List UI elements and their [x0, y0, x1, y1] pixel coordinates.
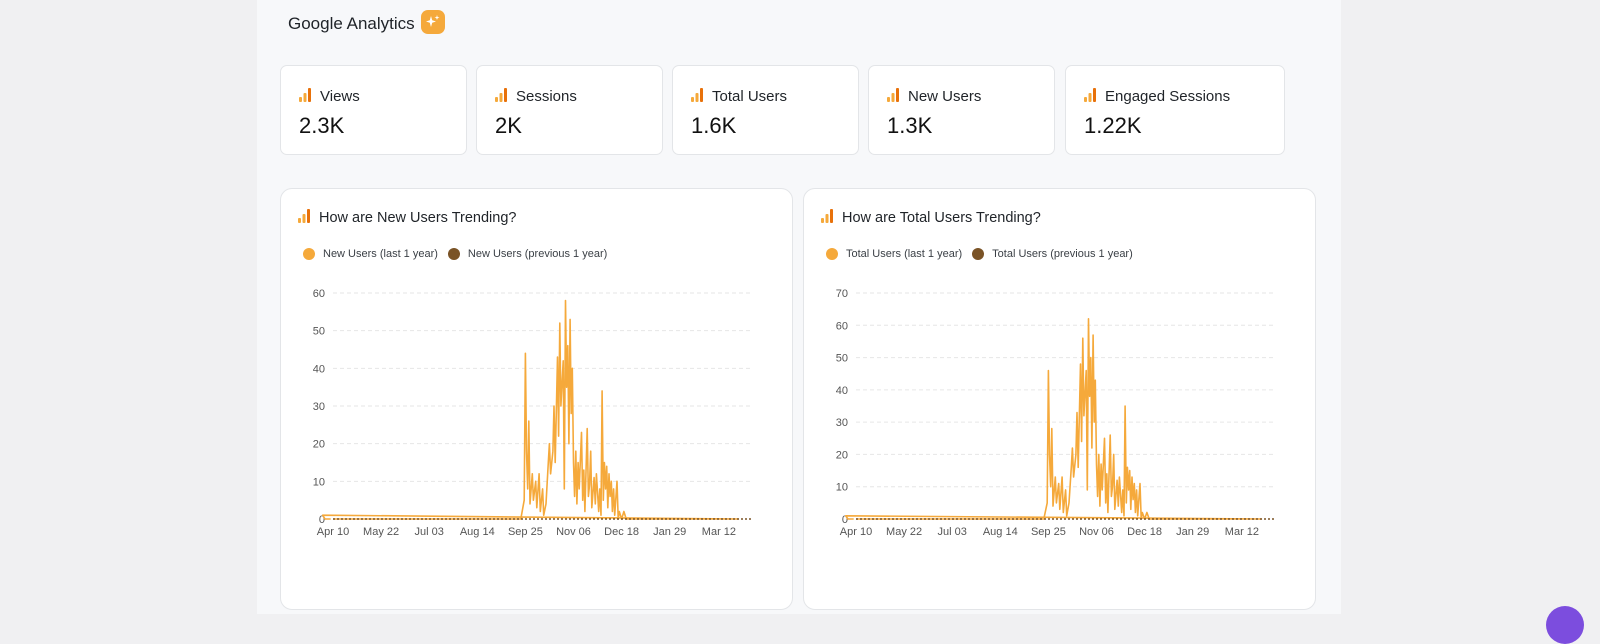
x-tick-label: May 22 — [886, 526, 922, 538]
new-users-line-chart: 0 10 20 30 40 50 60 Apr 10 May 22 Jul 03 Aug 14 Sep… — [313, 288, 751, 538]
metric-label: Sessions — [516, 88, 577, 105]
metric-label: Total Users — [712, 88, 788, 105]
x-tick-label: Sep 25 — [1031, 526, 1066, 538]
y-tick-label: 30 — [313, 401, 325, 413]
x-tick-label: Jul 03 — [938, 526, 967, 538]
x-tick-label: Mar 12 — [1225, 526, 1259, 538]
y-tick-label: 50 — [836, 353, 848, 365]
total-users-line-chart: 0 10 20 30 40 50 60 70 Apr 10 May 22 Jul 03 Aug 14 S… — [836, 288, 1274, 538]
series-line-last-year — [844, 318, 1263, 520]
y-tick-label: 50 — [313, 326, 325, 338]
legend-dot — [972, 248, 985, 260]
x-tick-label: Jan 29 — [1176, 526, 1209, 538]
x-tick-label: Sep 25 — [508, 526, 543, 538]
new-users-chart-card: How are New Users Trending? New Users (l… — [280, 188, 793, 610]
analytics-bars-icon — [887, 88, 899, 102]
y-tick-label: 30 — [836, 417, 848, 429]
analytics-bars-icon — [1084, 88, 1096, 102]
metric-label: Engaged Sessions — [1105, 88, 1231, 105]
y-tick-label: 60 — [836, 320, 848, 332]
y-tick-label: 70 — [836, 288, 848, 300]
total-users-chart-card: How are Total Users Trending? Total User… — [803, 188, 1316, 610]
legend-label: New Users (previous 1 year) — [467, 248, 608, 260]
legend-item-previous[interactable]: Total Users (previous 1 year) — [972, 248, 1133, 260]
x-tick-label: Jan 29 — [653, 526, 686, 538]
y-tick-label: 20 — [836, 449, 848, 461]
x-tick-label: Aug 14 — [983, 526, 1018, 538]
sparkle-icon — [426, 15, 440, 27]
metric-label: New Users — [908, 88, 982, 105]
legend-label: New Users (last 1 year) — [323, 248, 438, 260]
metric-value: 2.3K — [299, 113, 345, 138]
legend-item-previous[interactable]: New Users (previous 1 year) — [447, 248, 608, 260]
legend-dot — [826, 248, 838, 260]
metric-value: 1.22K — [1084, 113, 1142, 138]
analytics-bars-icon — [821, 209, 833, 223]
legend-dot — [303, 248, 315, 260]
chart-title: How are New Users Trending? — [319, 210, 517, 226]
metric-card-views[interactable]: Views 2.3K — [280, 65, 467, 155]
y-tick-label: 40 — [313, 363, 325, 375]
legend-label: Total Users (previous 1 year) — [992, 248, 1133, 260]
x-tick-label: Dec 18 — [604, 526, 639, 538]
analytics-bars-icon — [691, 88, 703, 102]
analytics-bars-icon — [495, 88, 507, 102]
x-tick-label: Dec 18 — [1127, 526, 1162, 538]
x-tick-label: Jul 03 — [415, 526, 444, 538]
x-tick-label: Mar 12 — [702, 526, 736, 538]
metric-value: 1.6K — [691, 113, 737, 138]
analytics-bars-icon — [299, 88, 311, 102]
x-tick-label: May 22 — [363, 526, 399, 538]
series-line-last-year — [321, 299, 740, 520]
x-tick-label: Apr 10 — [840, 526, 872, 538]
x-tick-label: Nov 06 — [1079, 526, 1114, 538]
y-tick-label: 10 — [836, 482, 848, 494]
chat-launcher-button[interactable] — [1546, 606, 1584, 644]
metric-card-total-users[interactable]: Total Users 1.6K — [672, 65, 859, 155]
metric-label: Views — [320, 88, 360, 105]
x-tick-label: Apr 10 — [317, 526, 349, 538]
metric-card-new-users[interactable]: New Users 1.3K — [868, 65, 1055, 155]
legend-item-current[interactable]: New Users (last 1 year) — [303, 248, 438, 260]
metric-value: 1.3K — [887, 113, 933, 138]
y-tick-label: 0 — [842, 514, 848, 526]
y-tick-label: 60 — [313, 288, 325, 300]
chart-legend: New Users (last 1 year) New Users (previ… — [303, 248, 617, 260]
section-title: Google Analytics — [288, 14, 415, 33]
y-tick-label: 40 — [836, 385, 848, 397]
y-tick-label: 0 — [319, 514, 325, 526]
analytics-bars-icon — [298, 209, 310, 223]
x-tick-label: Nov 06 — [556, 526, 591, 538]
ai-sparkle-button[interactable] — [421, 10, 445, 34]
chart-legend: Total Users (last 1 year) Total Users (p… — [826, 248, 1143, 260]
metric-card-sessions[interactable]: Sessions 2K — [476, 65, 663, 155]
chart-title: How are Total Users Trending? — [842, 210, 1041, 226]
legend-label: Total Users (last 1 year) — [846, 248, 963, 260]
metric-card-engaged-sessions[interactable]: Engaged Sessions 1.22K — [1065, 65, 1285, 155]
metric-value: 2K — [495, 113, 522, 138]
legend-item-current[interactable]: Total Users (last 1 year) — [826, 248, 962, 260]
y-tick-label: 20 — [313, 439, 325, 451]
x-tick-label: Aug 14 — [460, 526, 495, 538]
legend-dot — [447, 248, 460, 260]
y-tick-label: 10 — [313, 476, 325, 488]
